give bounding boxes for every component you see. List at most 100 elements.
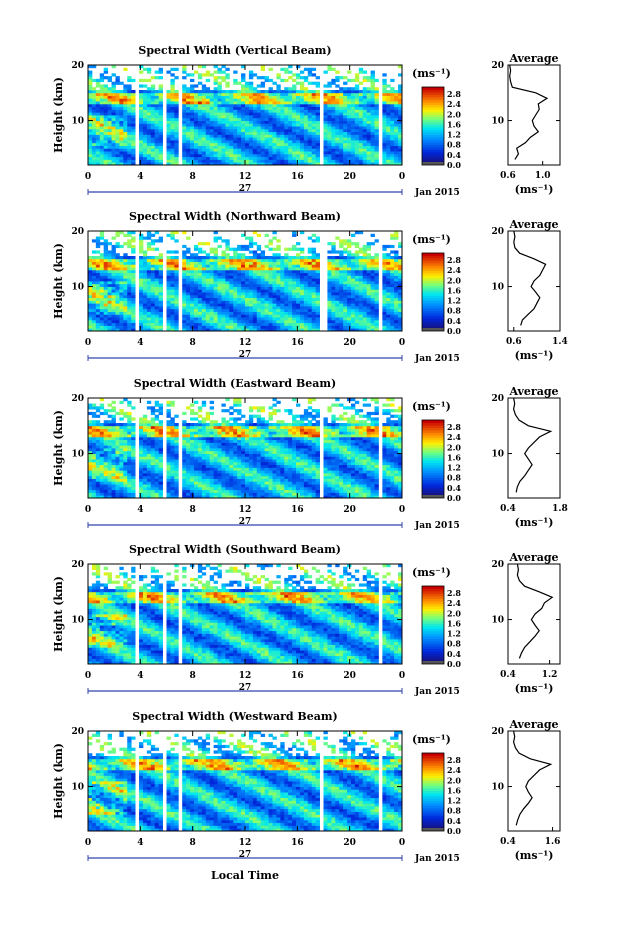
heatmap-cell <box>362 261 368 265</box>
heatmap-cell <box>107 120 112 124</box>
heatmap-cell <box>209 151 215 155</box>
heatmap-cell <box>190 131 195 135</box>
heatmap-cell <box>299 115 305 119</box>
heatmap-cell <box>292 233 297 237</box>
heatmap-cell <box>146 117 152 121</box>
heatmap-cell <box>374 300 379 304</box>
heatmap-cell <box>264 261 269 265</box>
heatmap-cell <box>248 308 254 312</box>
heatmap-cell <box>99 258 105 262</box>
heatmap-cell <box>260 156 266 160</box>
heatmap-cell <box>280 292 285 296</box>
heatmap-cell <box>366 272 372 276</box>
heatmap-cell <box>119 134 124 138</box>
heatmap-cell <box>315 281 320 285</box>
heatmap-cell <box>268 281 273 285</box>
heatmap-cell <box>150 300 156 304</box>
heatmap-cell <box>209 112 215 116</box>
heatmap-cell <box>288 300 293 304</box>
heatmap-cell <box>394 128 399 133</box>
heatmap-cell <box>142 300 148 304</box>
heatmap-cell <box>288 292 293 296</box>
heatmap-cell <box>237 317 242 321</box>
heatmap-cell <box>284 70 289 74</box>
heatmap-cell <box>99 98 105 102</box>
heatmap-cell <box>103 297 109 301</box>
heatmap-cell <box>123 492 128 496</box>
heatmap-cell <box>394 98 399 102</box>
heatmap-cell <box>284 303 289 307</box>
heatmap-cell <box>197 81 203 85</box>
heatmap-cell <box>107 123 112 127</box>
heatmap-cell <box>280 106 285 110</box>
heatmap-cell <box>186 123 191 127</box>
heatmap-cell <box>366 292 372 296</box>
heatmap-cell <box>386 289 391 293</box>
heatmap-cell <box>327 156 332 160</box>
heatmap-cell <box>339 242 344 246</box>
heatmap-cell <box>288 76 293 80</box>
heatmap-cell <box>339 131 344 135</box>
heatmap-cell <box>193 101 199 105</box>
heatmap-cell <box>233 137 238 141</box>
heatmap-cell <box>142 322 148 326</box>
heatmap-cell <box>390 126 395 130</box>
heatmap-cell <box>88 264 93 268</box>
heatmap-cell <box>362 244 368 249</box>
heatmap-cell <box>284 300 289 304</box>
heatmap-cell <box>107 92 112 96</box>
heatmap-cell <box>107 464 112 468</box>
heatmap-cell <box>350 145 356 149</box>
heatmap-cell <box>398 306 403 310</box>
heatmap-cell <box>190 256 195 260</box>
colorbar-segment <box>422 112 444 115</box>
heatmap-cell <box>374 151 379 155</box>
heatmap-cell <box>119 162 124 166</box>
heatmap-cell <box>264 269 269 274</box>
heatmap-cell <box>248 137 254 141</box>
heatmap-cell <box>354 112 360 116</box>
heatmap-cell <box>394 120 399 124</box>
heatmap-cell <box>343 76 348 80</box>
heatmap-cell <box>209 145 215 149</box>
heatmap-cell <box>237 258 242 262</box>
heatmap-cell <box>398 162 403 166</box>
heatmap-cell <box>111 275 116 279</box>
heatmap-cell <box>131 275 136 279</box>
heatmap-cell <box>307 264 313 268</box>
heatmap-cell <box>193 325 199 329</box>
heatmap-cell <box>382 137 387 141</box>
heatmap-cell <box>374 109 379 113</box>
heatmap-cell <box>347 256 352 260</box>
heatmap-cell <box>166 275 171 279</box>
heatmap-cell <box>217 289 222 293</box>
heatmap-cell <box>299 283 305 287</box>
heatmap-cell <box>99 434 105 438</box>
heatmap-cell <box>280 294 285 299</box>
heatmap-cell <box>229 109 234 113</box>
heatmap-cell <box>366 95 372 99</box>
heatmap-cell <box>362 250 368 254</box>
heatmap-cell <box>123 131 128 135</box>
heatmap-cell <box>382 109 387 113</box>
heatmap-cell <box>123 109 128 113</box>
heatmap-cell <box>237 308 242 312</box>
heatmap-cell <box>123 264 128 268</box>
heatmap-cell <box>366 142 372 146</box>
heatmap-cell <box>256 109 262 113</box>
heatmap-cell <box>107 425 112 429</box>
heatmap-cell <box>252 283 258 287</box>
heatmap-cell <box>362 128 368 133</box>
heatmap-cell <box>166 70 171 74</box>
heatmap-cell <box>166 103 171 108</box>
heatmap-cell <box>142 292 148 296</box>
heatmap-cell <box>225 278 230 282</box>
heatmap-cell <box>225 314 230 318</box>
heatmap-cell <box>343 272 348 276</box>
heatmap-cell <box>350 90 356 94</box>
heatmap-cell <box>241 156 246 160</box>
heatmap-cell <box>201 306 207 310</box>
heatmap-cell <box>91 475 97 479</box>
heatmap-cell <box>139 300 144 304</box>
heatmap-cell <box>170 264 175 268</box>
